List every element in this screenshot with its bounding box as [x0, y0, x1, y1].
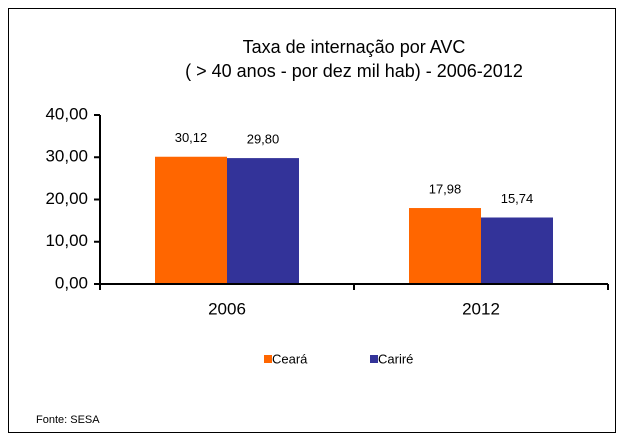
- value-label: 30,12: [175, 130, 208, 145]
- y-tick-label: 0,00: [55, 273, 88, 292]
- legend-label: Cariré: [378, 351, 413, 366]
- x-tick-label: 2006: [208, 299, 246, 318]
- y-tick-label: 30,00: [45, 147, 88, 166]
- bar: [227, 158, 299, 284]
- y-tick-label: 20,00: [45, 189, 88, 208]
- value-label: 29,80: [247, 132, 280, 147]
- legend-swatch: [264, 355, 272, 363]
- bar: [155, 156, 227, 284]
- legend-label: Ceará: [272, 351, 308, 366]
- value-label: 17,98: [429, 181, 462, 196]
- value-label: 15,74: [501, 191, 534, 206]
- y-tick-label: 40,00: [45, 104, 88, 123]
- source-note: Fonte: SESA: [36, 414, 100, 426]
- bar: [481, 217, 553, 284]
- bar: [409, 208, 481, 284]
- y-tick-label: 10,00: [45, 231, 88, 250]
- x-tick-label: 2012: [462, 299, 500, 318]
- legend-swatch: [370, 355, 378, 363]
- chart-subtitle: ( > 40 anos - por dez mil hab) - 2006-20…: [185, 61, 523, 81]
- chart-title: Taxa de internação por AVC: [243, 37, 466, 57]
